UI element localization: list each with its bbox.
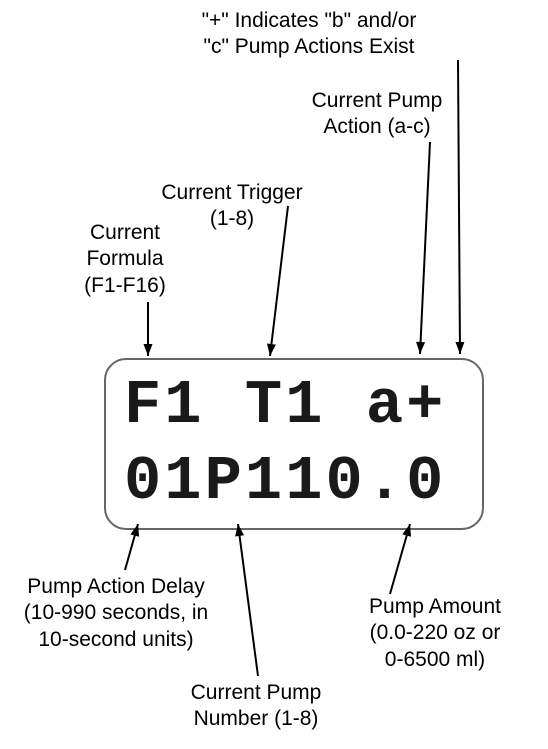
pump-action-delay-arrow	[125, 524, 138, 570]
lcd-display: F1 T1 a+ 01P110.0	[104, 358, 484, 530]
lcd-line-1: F1 T1 a+	[124, 370, 446, 441]
label-pump-action-delay: Pump Action Delay(10-990 seconds, in10-s…	[6, 574, 226, 653]
label-current-pump-number: Current PumpNumber (1-8)	[166, 680, 346, 733]
label-current-formula: CurrentFormula(F1-F16)	[60, 220, 190, 299]
label-plus-indicator: "+" Indicates "b" and/or"c" Pump Actions…	[164, 8, 454, 61]
current-pump-number-arrow	[238, 524, 258, 676]
label-pump-amount: Pump Amount(0.0-220 oz or0-6500 ml)	[340, 594, 530, 673]
current-formula-arrow-head	[144, 344, 153, 356]
plus-indicator-arrow-head	[455, 342, 464, 354]
current-pump-action-arrow	[420, 142, 430, 354]
current-trigger-arrow-head	[267, 344, 276, 356]
current-pump-action-arrow-head	[416, 342, 425, 354]
label-current-pump-action: Current PumpAction (a-c)	[292, 88, 462, 141]
lcd-line-2: 01P110.0	[124, 446, 446, 517]
pump-amount-arrow	[390, 524, 410, 594]
